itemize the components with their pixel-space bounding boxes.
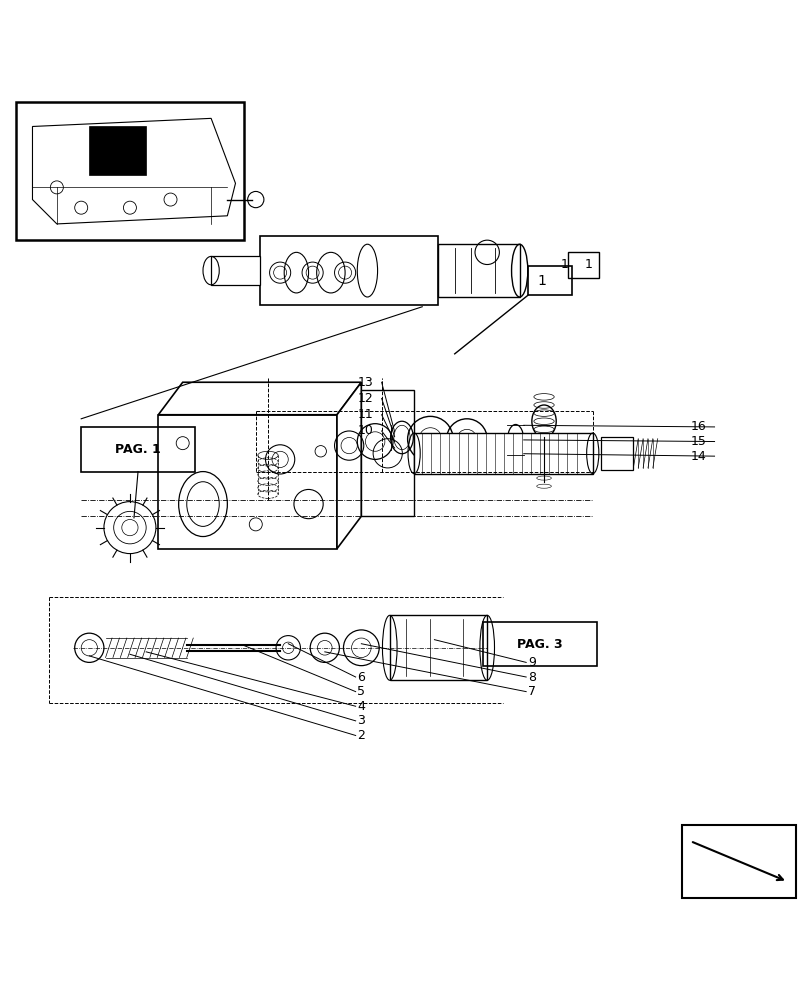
Text: PAG. 3: PAG. 3 [517, 638, 562, 651]
Bar [438, 244, 519, 297]
Bar [211, 256, 260, 285]
Bar [158, 415, 337, 549]
Bar [81, 427, 195, 472]
Text: 8: 8 [527, 671, 535, 684]
Bar [483, 622, 596, 666]
Text: 10: 10 [357, 424, 373, 437]
Text: 1: 1 [537, 274, 545, 288]
Text: 4: 4 [357, 700, 365, 713]
Text: 13: 13 [358, 376, 373, 389]
Text: 5: 5 [357, 685, 365, 698]
Bar [600, 437, 633, 470]
Text: PAG. 1: PAG. 1 [115, 443, 161, 456]
Bar [568, 252, 599, 278]
Text: 12: 12 [358, 392, 373, 405]
Bar [527, 266, 572, 295]
Text: 16: 16 [690, 420, 706, 433]
Text: 14: 14 [690, 450, 706, 463]
Bar [389, 615, 487, 680]
Text: 2: 2 [357, 729, 365, 742]
Bar [89, 126, 146, 175]
Polygon shape [337, 382, 361, 549]
Text: 1: 1 [584, 258, 592, 271]
Text: 15: 15 [689, 435, 706, 448]
Polygon shape [32, 118, 235, 224]
Text: 1: 1 [560, 258, 568, 271]
Text: 7: 7 [527, 685, 535, 698]
Bar [16, 102, 243, 240]
Text: 11: 11 [358, 408, 373, 421]
Bar [361, 390, 414, 516]
Bar [681, 825, 795, 898]
Bar [414, 433, 592, 474]
Text: 6: 6 [357, 671, 365, 684]
Text: 3: 3 [357, 714, 365, 727]
Text: 9: 9 [527, 656, 535, 669]
Polygon shape [158, 382, 361, 415]
Bar [260, 236, 438, 305]
